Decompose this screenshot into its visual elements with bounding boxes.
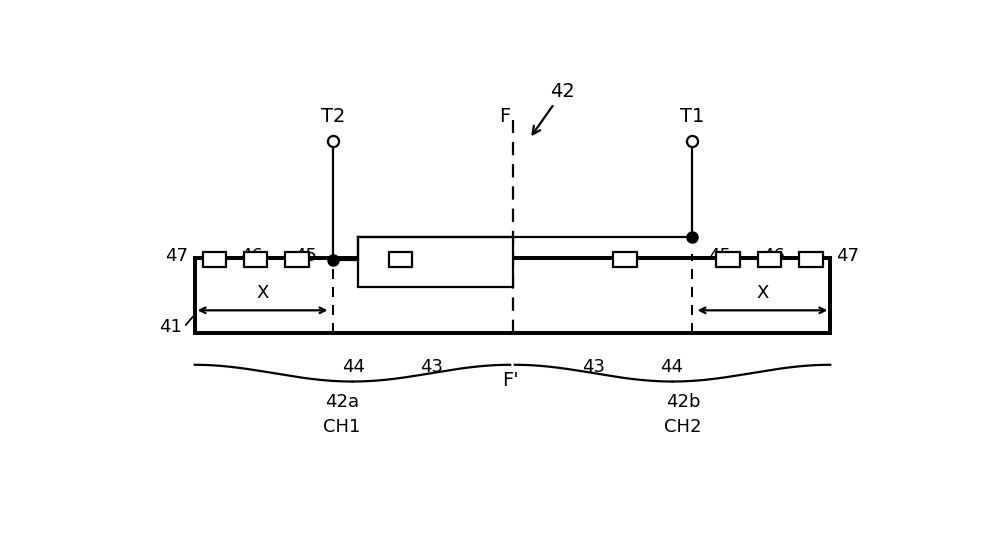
Bar (799, 252, 822, 267)
Text: 43: 43 (582, 358, 605, 376)
Text: CH1: CH1 (323, 418, 361, 436)
Text: 42b: 42b (666, 393, 700, 411)
Bar (202, 252, 226, 267)
Text: 42a: 42a (325, 393, 359, 411)
Bar (388, 252, 412, 267)
Text: 43: 43 (420, 358, 443, 376)
Text: X: X (256, 284, 268, 302)
Text: X: X (757, 284, 769, 302)
Text: 47: 47 (836, 248, 859, 265)
Text: F: F (499, 107, 510, 126)
Text: 44: 44 (660, 358, 683, 376)
Bar (195, 258, 830, 333)
Text: 45: 45 (294, 248, 317, 265)
Text: 42: 42 (533, 82, 575, 134)
Bar (613, 252, 637, 267)
Text: CH2: CH2 (664, 418, 702, 436)
Text: 47: 47 (166, 248, 189, 265)
Text: T2: T2 (321, 107, 345, 126)
Bar (244, 252, 267, 267)
Bar (716, 252, 740, 267)
Bar (285, 252, 309, 267)
Text: F': F' (502, 371, 518, 390)
Bar (358, 237, 512, 287)
Text: 41: 41 (159, 318, 182, 336)
Text: T1: T1 (680, 107, 704, 126)
Bar (758, 252, 781, 267)
Text: 46: 46 (240, 248, 263, 265)
Text: 46: 46 (762, 248, 785, 265)
Text: 45: 45 (708, 248, 731, 265)
Text: 44: 44 (342, 358, 365, 376)
